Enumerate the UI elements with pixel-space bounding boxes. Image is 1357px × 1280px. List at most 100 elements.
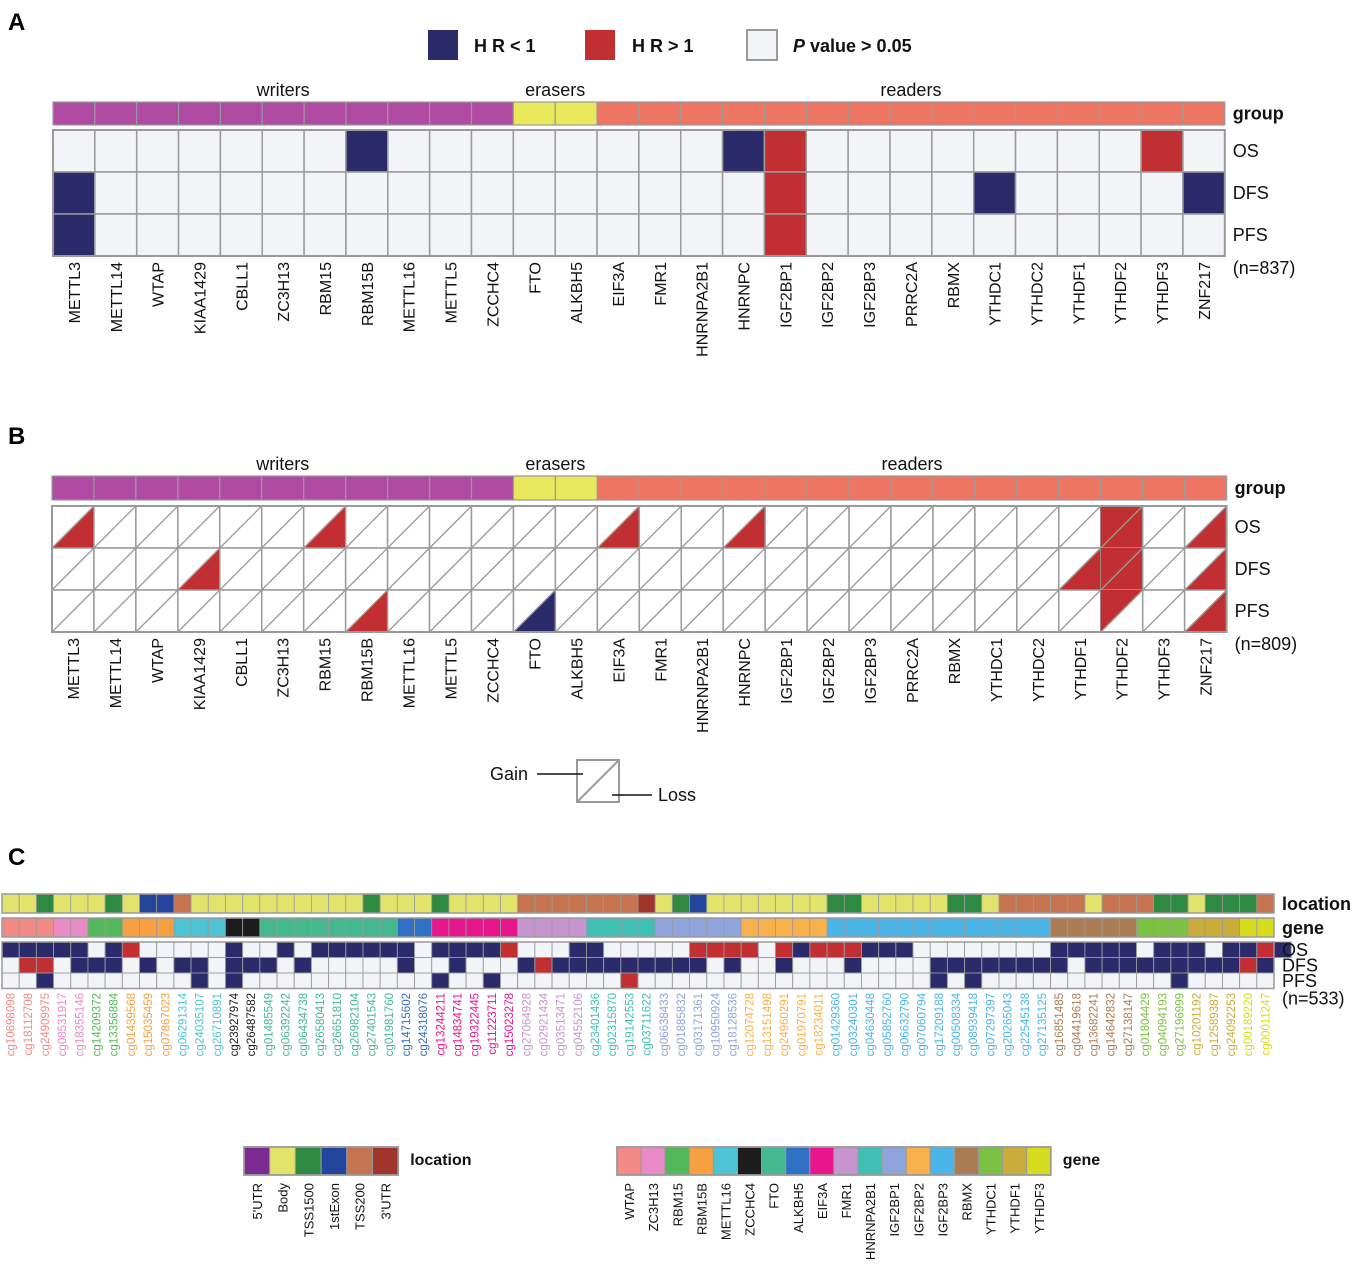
location-cell-cg06392242: [276, 893, 295, 914]
gene-label-igf2bp2: IGF2BP2: [821, 638, 838, 704]
cell-c-pfs-cg12074728: [740, 972, 759, 989]
row-label-b-dfs: DFS: [1235, 559, 1271, 579]
cell-diagonal: [51, 589, 95, 633]
cell-diagonal: [51, 505, 95, 549]
location-cell-cg13356884: [104, 893, 123, 914]
legend-hr-low-swatch: [428, 30, 458, 60]
cell-c-os-cg03240301: [843, 941, 862, 958]
cell-diagonal: [177, 547, 221, 591]
panel-label-a: A: [8, 9, 25, 36]
cell-c-os-cg01981760: [379, 941, 398, 958]
cell-a-dfs-zcchc4: [470, 171, 515, 215]
cell-c-os-cg00508334: [946, 941, 966, 958]
cell-c-pfs-cg15023278: [500, 972, 519, 989]
cell-diagonal: [1184, 547, 1228, 591]
cell-diagonal: [303, 505, 347, 549]
cell-diagonal: [387, 505, 431, 549]
location-cell-cg10698098: [1, 893, 20, 914]
cell-diagonal: [554, 547, 598, 591]
gene-label-mettl16: METTL16: [402, 262, 419, 332]
cell-diagonal: [638, 505, 682, 549]
location-cell-cg26580413: [311, 893, 329, 914]
cell-c-os-cg01885832: [671, 941, 691, 958]
cell-c-os-cg17209188: [929, 941, 948, 958]
cell-c-pfs-cg22545138: [1015, 972, 1034, 989]
cell-c-dfs-cg06291314: [173, 957, 192, 974]
cell-c-dfs-cg07060794: [912, 957, 931, 974]
gene-cell-cg24960291: [775, 917, 794, 938]
panel-b-heatmap: writers erasers readers group OS DFS PFS (n=809…: [51, 454, 1297, 733]
legend-ns-p: P: [793, 36, 806, 56]
cell-c-dfs-cg13244211: [431, 957, 450, 974]
cell-c-pfs-cg18128536: [723, 972, 742, 989]
cell-c-pfs-cg00508334: [946, 972, 966, 989]
cell-c-pfs-cg12589387: [1204, 972, 1223, 989]
group-cell-mettl16: [387, 101, 431, 126]
gene-label-kiaa1429: KIAA1429: [192, 638, 209, 710]
gene-label-fto: FTO: [527, 638, 544, 670]
group-cell-mettl3: [51, 475, 95, 501]
probe-label-cg26487582: cg26487582: [246, 993, 258, 1056]
cell-diagonal: [890, 547, 934, 591]
gene-label-rbm15b: RBM15B: [360, 638, 377, 702]
cell-diagonal: [848, 589, 892, 633]
cell-a-dfs-ythdf1: [1056, 171, 1101, 215]
cell-c-os-cg10698098: [1, 941, 20, 958]
gene-cell-cg05852760: [878, 917, 897, 938]
cell-diagonal: [932, 547, 976, 591]
cell-c-pfs-cg27401543: [362, 972, 381, 989]
cell-c-dfs-cg07297397: [981, 957, 1000, 974]
location-row-border: [1, 893, 1275, 914]
cell-c-dfs-cg00189220: [1239, 957, 1258, 974]
cell-c-pfs-cg13682241: [1084, 972, 1103, 989]
cell-c-os-cg26580413: [310, 941, 330, 958]
cell-c-dfs-cg15035459: [139, 957, 158, 974]
cell-c-dfs-cg04094193: [1153, 957, 1172, 974]
probe-label-cg01804429: cg01804429: [1140, 993, 1152, 1056]
gene-label-hnrnpc: HNRNPC: [737, 262, 754, 330]
gene-cell-cg04094193: [1153, 917, 1172, 938]
gene-label-rbmx: RBMX: [947, 638, 964, 685]
gene-label-prrc2a: PRRC2A: [904, 262, 921, 327]
group-cell-fmr1: [638, 475, 682, 501]
location-cell-cg16851485: [1050, 893, 1069, 914]
gene-legend-label-12: IGF2BP2: [911, 1183, 926, 1236]
gene-cell-cg04552106: [568, 917, 587, 938]
cell-c-pfs-cg13151498: [757, 972, 776, 989]
cell-c-dfs-cg23401436: [585, 957, 605, 974]
gene-legend-label-9: FMR1: [839, 1183, 854, 1218]
location-cell-cg14834741: [448, 893, 467, 914]
cell-a-os-hnrnpa2b1: [680, 129, 724, 173]
cell-a-pfs-igf2bp3: [847, 213, 891, 257]
group-label-writers: writers: [256, 80, 310, 100]
gene-legend-label-15: YTHDC1: [984, 1183, 999, 1235]
cell-c-dfs-cg18112708: [18, 957, 37, 974]
group-cell-alkbh5: [554, 101, 598, 126]
location-legend-swatch-5: [372, 1146, 399, 1176]
gene-cell-cg24092253: [1222, 917, 1241, 938]
group-cell-zcchc4: [470, 101, 514, 126]
group-cell-ythdf3: [1142, 475, 1186, 501]
location-cell-cg13151498: [757, 893, 776, 914]
location-cell-cg07867023: [156, 893, 175, 914]
gene-legend-label-7: ALKBH5: [791, 1183, 806, 1233]
cell-diagonal: [177, 505, 221, 549]
group-label-erasers: erasers: [525, 454, 585, 474]
cell-c-os-cg04552106: [568, 941, 587, 958]
gene-cell-cg00011247: [1256, 917, 1275, 938]
cell-diagonal: [51, 547, 95, 591]
gene-cell-cg11223711: [482, 917, 501, 938]
gene-cell-cg10698098: [1, 917, 20, 938]
location-cell-cg24318076: [414, 893, 433, 914]
cell-diagonal: [764, 505, 808, 549]
group-cell-ythdf2: [1098, 101, 1142, 126]
cell-c-dfs-cg03513471: [551, 957, 570, 974]
group-cell-prrc2a: [889, 101, 933, 126]
location-cell-cg27196999: [1170, 893, 1189, 914]
cell-c-os-cg03711622: [637, 941, 656, 958]
cell-diagonal: [261, 505, 305, 549]
gene-label-ythdc1: YTHDC1: [989, 638, 1006, 702]
cell-c-os-cg10950924: [706, 941, 725, 958]
probe-label-cg01429360: cg01429360: [831, 993, 843, 1056]
group-cell-ythdf1: [1056, 101, 1100, 126]
